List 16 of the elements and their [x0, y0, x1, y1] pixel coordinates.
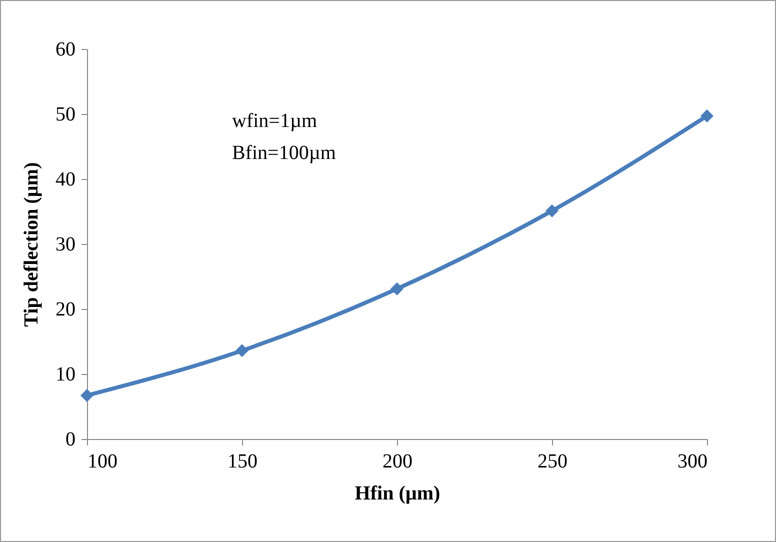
y-tick-label: 40: [56, 168, 76, 190]
y-tick-label: 30: [56, 234, 76, 256]
y-tick-label: 50: [56, 104, 76, 126]
y-tick-label: 60: [56, 38, 76, 60]
annotation: wfin=1µm: [232, 110, 318, 132]
x-tick-label: 100: [88, 450, 118, 472]
y-axis-title: Tip deflection (µm): [20, 162, 42, 327]
x-tick-label: 250: [538, 450, 568, 472]
x-tick-label: 150: [228, 450, 258, 472]
y-tick-label: 20: [56, 298, 76, 320]
y-tick-label: 10: [56, 364, 76, 386]
x-tick-label: 300: [678, 450, 708, 472]
y-tick-label: 0: [66, 428, 76, 450]
x-axis-title: Hfin (µm): [354, 482, 440, 504]
x-tick-label: 200: [382, 450, 412, 472]
annotation: Bfin=100µm: [232, 142, 336, 164]
